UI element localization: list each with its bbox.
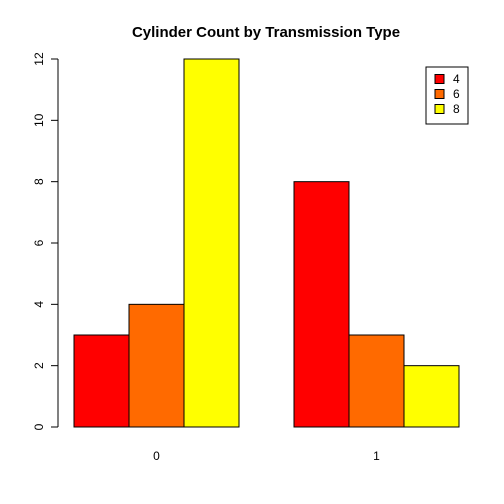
bar-0-8 [183,58,240,428]
legend-swatch [434,74,445,84]
bar-1-6 [348,334,405,428]
y-axis: 0 2 4 6 8 10 12 [32,52,59,430]
bar-0-4 [73,334,130,428]
bar-1-8 [403,365,460,428]
legend-swatch [434,104,445,114]
legend-label: 8 [453,102,460,116]
x-tick-label: 0 [153,449,160,463]
x-tick-label: 1 [373,449,380,463]
legend: 468 [425,66,469,125]
legend-label: 4 [453,72,460,86]
y-tick-label: 6 [32,239,46,246]
y-tick-label: 4 [32,301,46,308]
y-tick-label: 10 [32,113,46,127]
chart-title: Cylinder Count by Transmission Type [132,24,400,41]
y-tick-label: 8 [32,178,46,185]
y-tick-label: 2 [32,362,46,369]
bars [73,58,460,428]
bar-0-6 [128,303,185,428]
legend-box [425,66,469,125]
y-tick-label: 12 [32,52,46,66]
bar-1-4 [293,181,350,428]
y-tick-label: 0 [32,423,46,430]
legend-swatch [434,89,445,99]
legend-label: 6 [453,87,460,101]
